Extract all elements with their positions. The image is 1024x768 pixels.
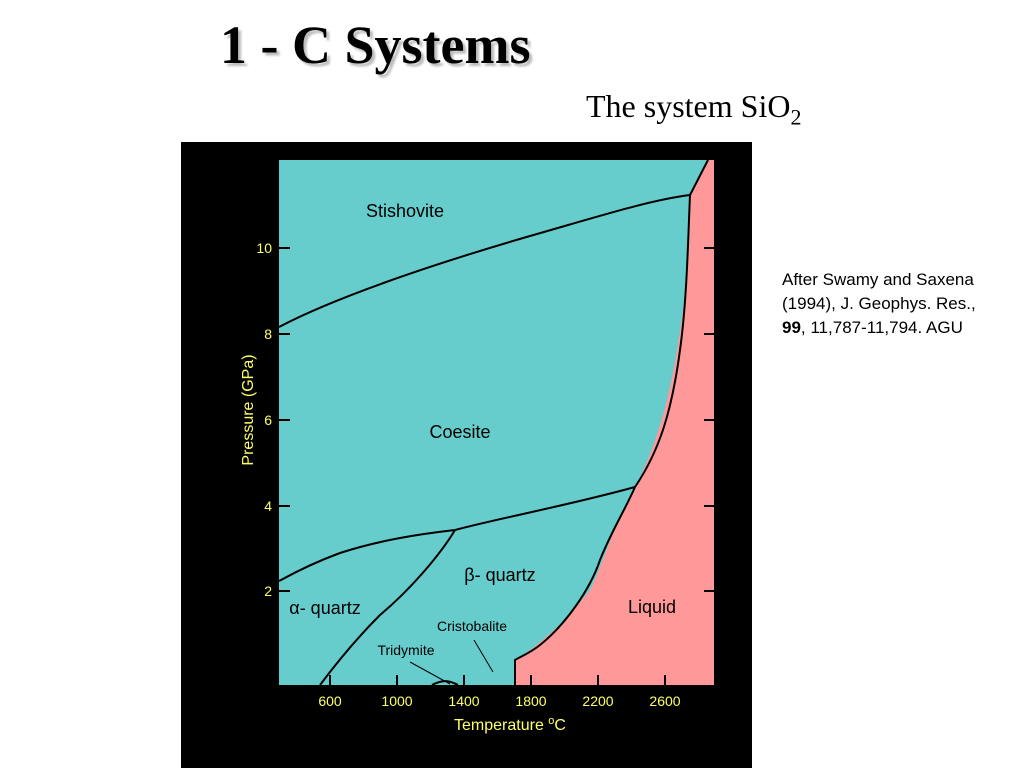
region-label: Tridymite xyxy=(377,642,434,658)
liquid-boundary xyxy=(514,159,709,685)
y-tick-label: 4 xyxy=(264,498,272,514)
region-label: Stishovite xyxy=(366,201,444,221)
x-tick-label: 1400 xyxy=(448,693,479,709)
citation: After Swamy and Saxena (1994), J. Geophy… xyxy=(782,268,1002,340)
x-axis-label-text: Temperature xyxy=(454,717,548,734)
slide-title: 1 - C Systems xyxy=(220,15,531,75)
x-axis-label-superscript: o xyxy=(548,715,554,727)
pointer-lines xyxy=(409,639,494,685)
x-axis-label-unit: C xyxy=(554,717,566,734)
stishovite-boundary xyxy=(278,194,691,328)
y-tick-label: 2 xyxy=(264,583,272,599)
region-label: Cristobalite xyxy=(437,618,507,634)
quartz-coesite-boundary xyxy=(278,486,636,582)
subtitle-subscript: 2 xyxy=(790,104,802,130)
liquid-region xyxy=(515,160,714,685)
region-label: β- quartz xyxy=(464,565,535,585)
y-axis-label: Pressure (GPa) xyxy=(240,354,257,465)
x-tick-label: 1800 xyxy=(515,693,546,709)
citation-text: After Swamy and Saxena (1994), J. Geophy… xyxy=(782,270,976,313)
x-tick-label: 2600 xyxy=(649,693,680,709)
y-tick-label: 6 xyxy=(264,412,272,428)
region-label: α- quartz xyxy=(289,598,360,618)
tick-marks xyxy=(279,247,714,685)
x-axis-label: Temperature oC xyxy=(454,715,566,734)
x-tick-label: 2200 xyxy=(582,693,613,709)
alpha-beta-boundary xyxy=(319,529,456,686)
y-tick-label: 10 xyxy=(256,240,272,256)
region-label: Liquid xyxy=(628,597,676,617)
x-tick-label: 1000 xyxy=(381,693,412,709)
slide-subtitle: The system SiO2 xyxy=(586,88,801,130)
x-tick-label: 600 xyxy=(318,693,342,709)
subtitle-text: The system SiO xyxy=(586,88,791,124)
citation-pages: , 11,787-11,794. AGU xyxy=(800,318,963,337)
citation-volume: 99 xyxy=(782,318,801,337)
region-label: Coesite xyxy=(429,422,490,442)
y-tick-label: 8 xyxy=(264,326,272,342)
tridymite-boundary xyxy=(431,680,459,686)
